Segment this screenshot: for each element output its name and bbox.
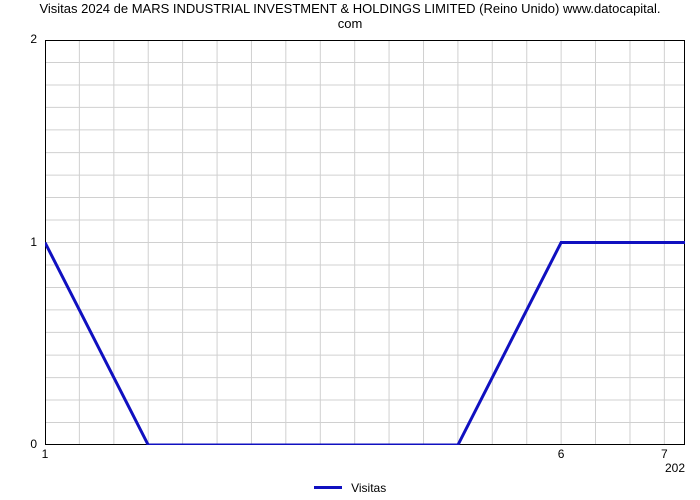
chart-plot — [45, 40, 685, 445]
chart-title-line2: com — [338, 16, 363, 31]
x-secondary-label: 202 — [665, 461, 685, 475]
chart-legend: Visitas — [0, 480, 700, 495]
chart-title-line1: Visitas 2024 de MARS INDUSTRIAL INVESTME… — [39, 1, 660, 16]
legend-swatch — [314, 486, 342, 489]
x-tick-label: 7 — [661, 447, 668, 461]
chart-title: Visitas 2024 de MARS INDUSTRIAL INVESTME… — [0, 2, 700, 32]
legend-label: Visitas — [351, 481, 386, 495]
x-tick-label: 6 — [558, 447, 565, 461]
y-tick-label: 2 — [30, 32, 37, 46]
chart-container: { "chart": { "type": "line", "title_line… — [0, 0, 700, 500]
x-tick-label: 1 — [42, 447, 49, 461]
y-tick-label: 0 — [30, 437, 37, 451]
y-tick-label: 1 — [30, 235, 37, 249]
